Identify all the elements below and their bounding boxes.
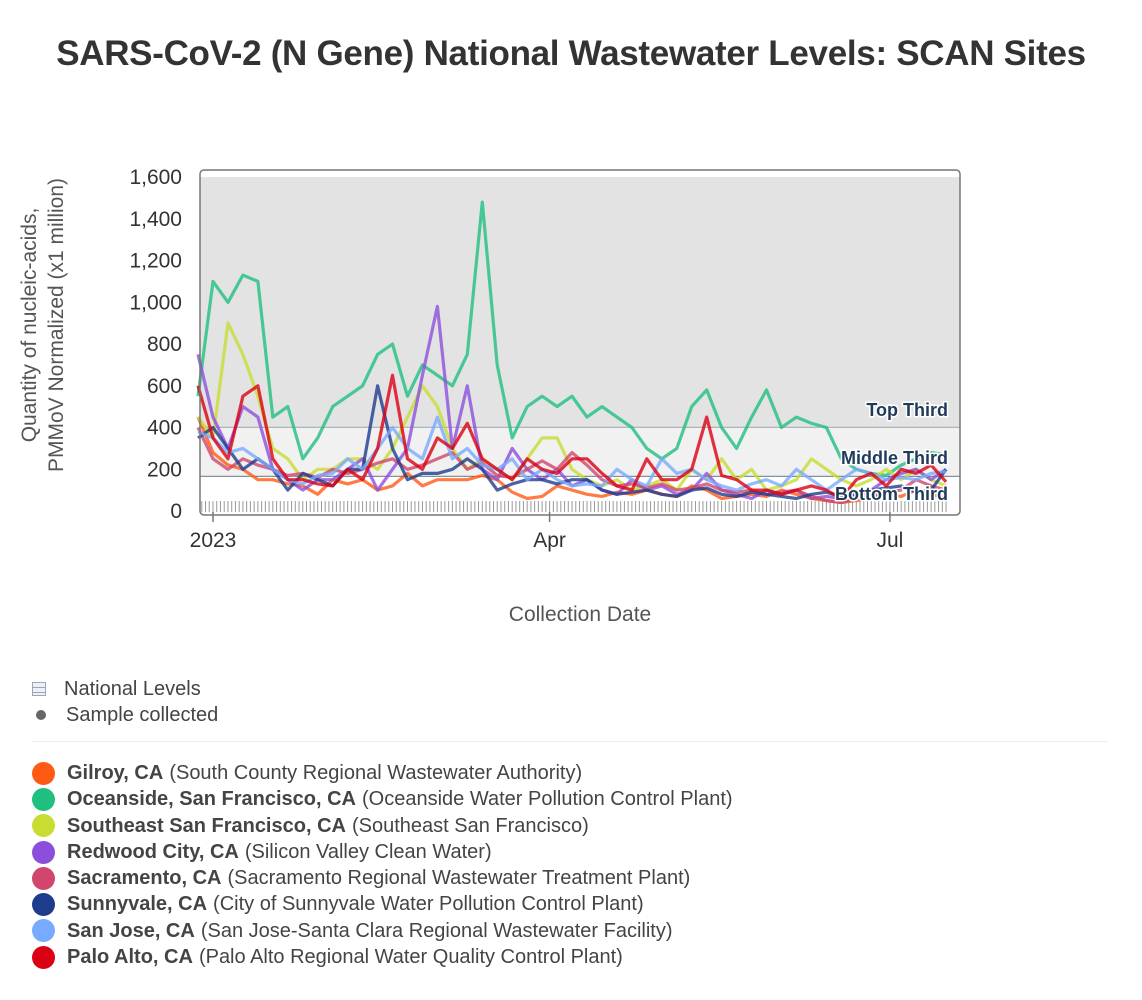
site-name: Oceanside, San Francisco, CA [67,788,356,811]
national-levels-icon [32,682,46,696]
y-tick-label: 1,600 [129,166,182,189]
series-line-7[interactable] [196,373,948,501]
series-color-icon [32,840,55,864]
site-facility: (City of Sunnyvale Water Pollution Contr… [213,893,644,916]
legend-divider [32,741,1108,742]
series-line-2[interactable] [196,321,947,492]
y-tick-label: 1,200 [129,250,182,273]
legend-item[interactable]: Gilroy, CA (South County Regional Wastewa… [32,760,733,786]
legend-item[interactable]: Southeast San Francisco, CA (Southeast Sa… [32,813,733,839]
site-facility: (Sacramento Regional Wastewater Treatmen… [227,867,691,890]
legend-sites: Gilroy, CA (South County Regional Wastewa… [32,760,733,970]
series-color-icon [32,866,55,890]
legend-symbols: National Levels Sample collected [32,676,218,728]
site-name: Sacramento, CA [67,867,222,890]
band-label: Top Third [866,400,948,420]
legend-item[interactable]: Redwood City, CA (Silicon Valley Clean Wa… [32,839,733,865]
legend-item[interactable]: Oceanside, San Francisco, CA (Oceanside W… [32,786,733,812]
series-color-icon [32,761,55,785]
site-name: Redwood City, CA [67,840,239,863]
y-tick-label: 600 [147,375,182,398]
site-facility: (Silicon Valley Clean Water) [244,840,492,863]
chart-title: SARS-CoV-2 (N Gene) National Wastewater … [56,34,1086,73]
x-tick-label: 2023 [190,529,237,552]
site-name: San Jose, CA [67,919,195,942]
x-tick-label: Apr [533,529,566,552]
y-tick-label: 1,000 [129,291,182,314]
site-facility: (Oceanside Water Pollution Control Plant… [362,788,733,811]
series-line-6[interactable] [197,415,947,492]
y-tick-label: 400 [147,417,182,440]
legend-national-levels[interactable]: National Levels [32,676,218,702]
site-name: Southeast San Francisco, CA [67,814,346,837]
series-line-1[interactable] [196,200,947,478]
y-tick-label: 800 [147,333,182,356]
national-levels-label: National Levels [64,678,201,700]
band-label: Bottom Third [835,484,948,504]
site-name: Palo Alto, CA [67,946,193,969]
series-color-icon [32,919,55,943]
site-facility: (Southeast San Francisco) [351,814,589,837]
y-tick-label: 200 [147,458,182,481]
y-tick-label: 1,400 [129,208,182,231]
site-facility: (San Jose-Santa Clara Regional Wastewate… [200,919,673,942]
legend-item[interactable]: San Jose, CA (San Jose-Santa Clara Region… [32,918,733,944]
x-axis-label: Collection Date [509,603,651,626]
band-0 [200,177,960,428]
site-name: Sunnyvale, CA [67,893,208,916]
series-color-icon [32,893,55,917]
plot-frame [199,169,961,516]
site-facility: (Palo Alto Regional Water Quality Contro… [198,946,623,969]
sample-collected-label: Sample collected [66,704,219,726]
series-color-icon [32,814,55,838]
site-name: Gilroy, CA [67,762,164,784]
y-axis-label-line2: PMMoV Normalized (x1 million) [45,178,68,472]
legend-item[interactable]: Sunnyvale, CA (City of Sunnyvale Water Po… [32,891,733,917]
y-tick-label: 0 [170,500,182,523]
x-tick-label: Jul [877,529,904,552]
legend-sample-collected[interactable]: Sample collected [32,702,218,728]
series-color-icon [32,787,55,811]
site-facility: (South County Regional Wastewater Author… [169,762,583,784]
y-axis-label-line1: Quantity of nucleic-acids, [18,208,41,443]
chart: 0 200 400 600 800 1,000 1,200 1,400 1,600 2023 Ap… [18,166,961,626]
sample-dot-icon [36,710,46,720]
band-label: Middle Third [841,448,948,468]
legend-item[interactable]: Palo Alto, CA (Palo Alto Regional Water Q… [32,944,733,970]
series-line-5[interactable] [197,384,948,501]
legend-item[interactable]: Sacramento, CA (Sacramento Regional Waste… [32,865,733,891]
series-color-icon [32,945,55,969]
